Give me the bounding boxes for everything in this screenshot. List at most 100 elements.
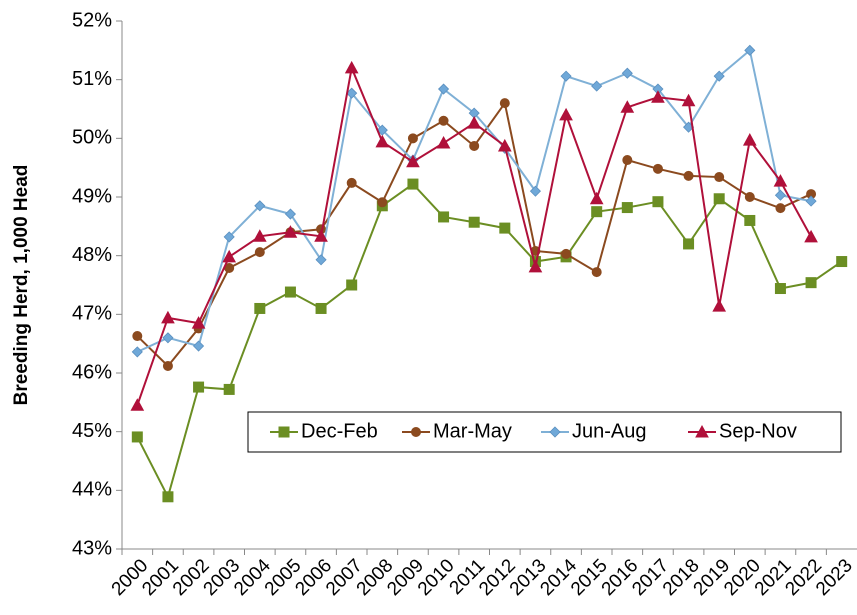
legend-marker	[695, 424, 709, 438]
marker	[131, 431, 143, 443]
series-line	[136, 48, 812, 353]
marker	[713, 193, 725, 205]
marker	[621, 202, 633, 214]
marker	[192, 340, 205, 352]
marker	[742, 133, 757, 146]
y-tick-label: 43%	[72, 537, 112, 559]
marker	[468, 216, 480, 228]
legend-marker	[411, 427, 421, 437]
marker	[344, 60, 359, 74]
marker	[406, 154, 420, 168]
marker	[529, 185, 542, 197]
marker	[528, 259, 543, 273]
marker	[407, 133, 418, 144]
marker	[222, 249, 237, 263]
y-tick-label: 51%	[72, 68, 112, 90]
marker	[775, 203, 786, 214]
y-tick-label: 45%	[72, 420, 112, 442]
marker	[314, 229, 328, 242]
marker	[622, 155, 633, 166]
marker	[162, 491, 174, 503]
marker	[499, 222, 511, 234]
marker	[223, 231, 235, 243]
marker	[283, 225, 298, 238]
marker	[223, 383, 235, 395]
marker	[162, 360, 173, 371]
marker	[315, 254, 327, 266]
marker	[561, 248, 572, 259]
legend: Dec-Feb Mar-May Jun-Aug Sep-Nov	[247, 411, 842, 453]
marker	[744, 214, 756, 226]
y-tick-label: 50%	[72, 127, 112, 149]
marker	[713, 70, 725, 82]
y-tick-label: 47%	[72, 303, 112, 325]
marker	[130, 398, 145, 411]
marker	[469, 140, 480, 151]
marker	[254, 200, 266, 212]
marker	[589, 191, 604, 205]
marker	[744, 44, 756, 56]
marker	[407, 178, 419, 190]
marker	[254, 247, 265, 258]
marker	[254, 302, 266, 314]
marker	[438, 115, 449, 126]
marker	[161, 310, 175, 324]
marker	[375, 134, 390, 148]
legend-label: Jun-Aug	[572, 420, 647, 442]
marker	[591, 80, 603, 92]
legend-label: Sep-Nov	[719, 420, 797, 442]
marker	[683, 170, 694, 181]
marker	[744, 192, 755, 202]
marker	[191, 316, 206, 329]
marker	[436, 135, 451, 149]
y-tick-label: 48%	[72, 244, 112, 266]
marker	[438, 211, 450, 223]
marker	[774, 283, 786, 295]
y-tick-label: 52%	[72, 9, 112, 31]
y-tick-label: 49%	[72, 185, 112, 207]
marker	[162, 332, 174, 344]
marker	[652, 163, 663, 174]
marker	[377, 197, 388, 208]
marker	[346, 177, 357, 188]
marker	[773, 174, 788, 187]
marker	[131, 346, 143, 358]
marker	[315, 302, 327, 314]
marker	[836, 256, 848, 268]
marker	[651, 90, 665, 103]
legend-label: Dec-Feb	[301, 420, 378, 442]
marker	[714, 172, 725, 183]
marker	[284, 208, 297, 220]
marker	[560, 70, 572, 82]
marker	[497, 138, 512, 152]
marker	[591, 206, 603, 218]
marker	[804, 229, 818, 243]
marker	[346, 279, 358, 291]
marker	[621, 67, 633, 79]
marker	[467, 116, 482, 129]
marker	[193, 381, 205, 393]
legend-label: Mar-May	[433, 420, 512, 442]
marker	[712, 299, 727, 312]
marker	[805, 277, 817, 289]
marker	[132, 331, 143, 342]
marker	[681, 93, 696, 107]
x-tick-label: 2023	[812, 555, 857, 600]
legend-marker	[549, 426, 561, 438]
y-tick-label: 46%	[72, 361, 112, 383]
marker	[805, 195, 817, 207]
y-axis-label: Breeding Herd, 1,000 Head	[11, 165, 32, 406]
marker	[652, 196, 664, 208]
marker	[591, 267, 602, 278]
marker	[252, 229, 267, 242]
marker	[437, 83, 450, 95]
marker	[620, 100, 635, 113]
legend-marker	[278, 426, 290, 438]
y-tick-label: 44%	[72, 479, 112, 501]
marker	[559, 107, 573, 121]
marker	[774, 189, 787, 201]
marker	[499, 98, 510, 109]
marker	[284, 286, 296, 298]
